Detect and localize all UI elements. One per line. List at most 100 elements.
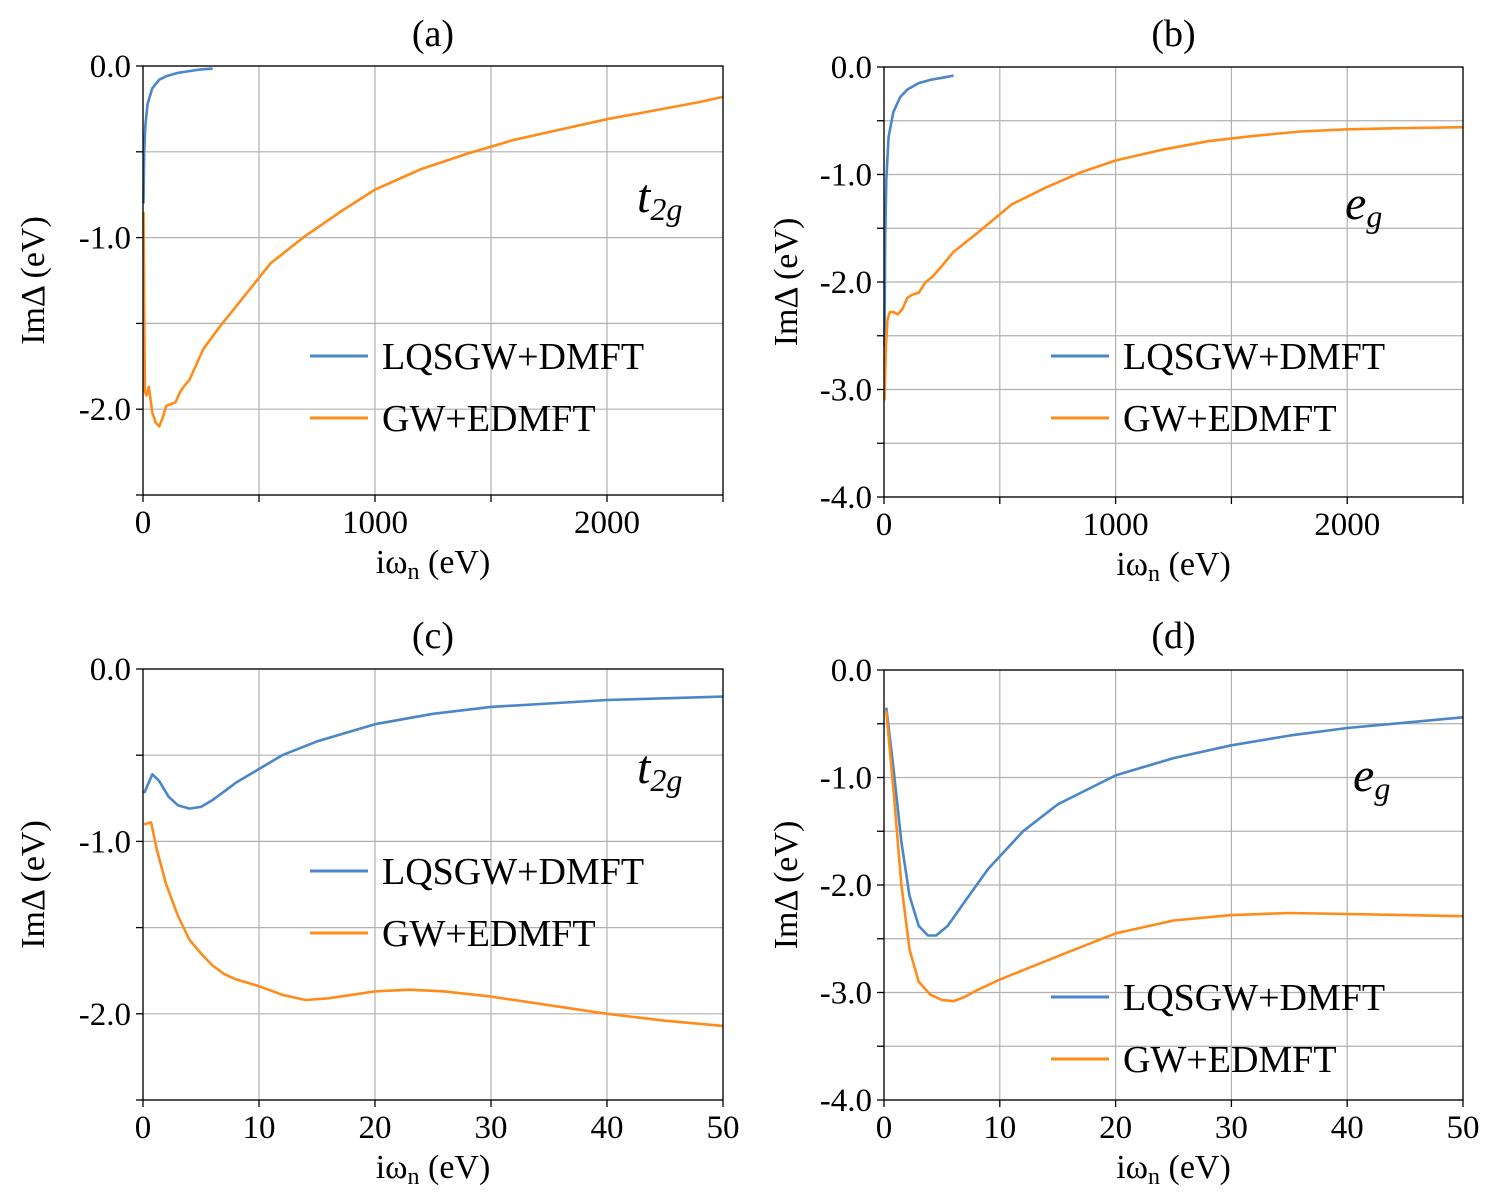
orbital-label: t2g: [637, 741, 682, 798]
x-tick-label: 20: [1099, 1110, 1132, 1146]
x-tick-label: 20: [359, 1110, 392, 1146]
orbital-label-subscript: g: [1374, 770, 1390, 806]
y-tick-label: -1.0: [79, 221, 131, 257]
y-axis-label: ImΔ (eV): [768, 821, 805, 950]
plot-area: [143, 695, 724, 1028]
orbital-label-base: e: [1345, 177, 1366, 230]
x-axis-label-subscript: n: [1148, 1164, 1160, 1190]
panel-title: (b): [1151, 13, 1195, 55]
orbital-label-subscript: 2g: [650, 191, 682, 227]
orbital-label-base: e: [1353, 749, 1374, 802]
series-line-gw-edmft: [885, 710, 1464, 1003]
y-tick-label: 0.0: [831, 653, 872, 689]
legend: LQSGW+DMFT GW+EDMFT: [1051, 336, 1385, 440]
series-line-lqsgw-dmft: [143, 695, 724, 810]
orbital-label: eg: [1345, 177, 1382, 234]
panel-d: 0 10 20 30 40 50 0.0 -1.0 -2.0 -3.0 -4.0 (d) iωn (eV…: [768, 615, 1480, 1190]
y-tick-label: -1.0: [820, 158, 872, 194]
plot-area: [883, 74, 1464, 401]
legend-label: GW+EDMFT: [1123, 398, 1337, 440]
panel-title: (d): [1151, 615, 1195, 657]
plot-area: [885, 707, 1464, 1003]
legend-label: GW+EDMFT: [1123, 1039, 1337, 1081]
x-axis-label: iωn (eV): [1116, 1149, 1231, 1190]
y-tick-label: -2.0: [79, 392, 131, 428]
panel-c: 0 10 20 30 40 50 0.0 -1.0 -2.0 (c) iωn (eV) ImΔ (eV…: [15, 615, 740, 1190]
x-axis-label-base: iω: [376, 1149, 408, 1186]
legend-label: LQSGW+DMFT: [382, 851, 644, 893]
x-axis-label: iωn (eV): [376, 544, 491, 585]
x-tick-label: 0: [135, 1110, 152, 1146]
y-tick-label: -2.0: [820, 868, 872, 904]
orbital-label-subscript: g: [1366, 198, 1382, 234]
x-tick-label: 1000: [1083, 507, 1149, 543]
y-tick-label: 0.0: [90, 652, 131, 688]
legend: LQSGW+DMFT GW+EDMFT: [310, 336, 644, 440]
x-tick-label: 0: [876, 1110, 893, 1146]
axes-frame: [142, 65, 724, 496]
series-line-lqsgw-dmft: [883, 74, 954, 347]
y-axis-label: ImΔ (eV): [768, 218, 805, 347]
x-tick-label: 50: [1447, 1110, 1480, 1146]
y-axis-label: ImΔ (eV): [15, 820, 52, 949]
y-tick-label: -2.0: [820, 265, 872, 301]
x-axis-label-base: iω: [1116, 1149, 1148, 1186]
y-tick-label: -4.0: [820, 1083, 872, 1119]
y-tick-label: -4.0: [820, 480, 872, 516]
orbital-label-base: t: [637, 741, 652, 794]
panel-b: 0 1000 2000 0.0 -1.0 -2.0 -3.0 -4.0 (b) iωn (eV) I…: [768, 13, 1464, 587]
legend-label: GW+EDMFT: [382, 398, 596, 440]
x-axis-label-subscript: n: [408, 1164, 420, 1190]
orbital-label-subscript: 2g: [650, 762, 682, 798]
y-tick-label: -3.0: [820, 976, 872, 1012]
y-axis-label: ImΔ (eV): [15, 216, 52, 345]
x-tick-label: 10: [243, 1110, 276, 1146]
x-tick-label: 10: [983, 1110, 1016, 1146]
x-axis-label-base: iω: [376, 544, 408, 581]
y-tick-label: -3.0: [820, 373, 872, 409]
y-tick-label: 0.0: [90, 49, 131, 85]
x-tick-label: 40: [1331, 1110, 1364, 1146]
panel-title: (c): [412, 615, 454, 657]
x-tick-label: 30: [1215, 1110, 1248, 1146]
x-axis-label: iωn (eV): [1116, 546, 1231, 587]
series-line-lqsgw-dmft: [142, 67, 213, 204]
legend-label: GW+EDMFT: [382, 913, 596, 955]
panel-title: (a): [412, 13, 454, 55]
legend-label: LQSGW+DMFT: [1123, 977, 1385, 1019]
x-tick-label: 2000: [574, 505, 640, 541]
x-tick-label: 50: [707, 1110, 740, 1146]
x-axis-label-subscript: n: [1148, 561, 1160, 587]
orbital-label: eg: [1353, 749, 1390, 806]
x-axis-label-base: iω: [1116, 546, 1148, 583]
series-line-lqsgw-dmft: [885, 707, 1464, 937]
panel-a: 0 1000 2000 0.0 -1.0 -2.0 (a) iωn (eV) ImΔ (eV) t…: [15, 13, 724, 585]
series-line-gw-edmft: [883, 125, 1464, 401]
y-tick-label: -1.0: [820, 761, 872, 797]
orbital-label: t2g: [637, 170, 682, 227]
y-tick-label: 0.0: [831, 50, 872, 86]
x-axis-label-subscript: n: [408, 559, 420, 585]
x-axis-label-unit: (eV): [420, 544, 491, 581]
x-tick-label: 0: [135, 505, 152, 541]
legend-label: LQSGW+DMFT: [1123, 336, 1385, 378]
x-axis-label-unit: (eV): [420, 1149, 491, 1186]
axes-frame: [883, 66, 1464, 498]
plot-area: [142, 67, 724, 428]
x-tick-label: 30: [475, 1110, 508, 1146]
orbital-label-base: t: [637, 170, 652, 223]
x-tick-label: 40: [591, 1110, 624, 1146]
x-axis-label-unit: (eV): [1160, 546, 1231, 583]
x-axis-label-unit: (eV): [1160, 1149, 1231, 1186]
axes-frame: [142, 668, 724, 1101]
y-tick-label: -2.0: [79, 997, 131, 1033]
x-axis-label: iωn (eV): [376, 1149, 491, 1190]
y-tick-label: -1.0: [79, 824, 131, 860]
axes-frame: [883, 669, 1464, 1101]
x-tick-label: 1000: [342, 505, 408, 541]
x-tick-label: 0: [876, 507, 893, 543]
legend: LQSGW+DMFT GW+EDMFT: [1051, 977, 1385, 1081]
legend: LQSGW+DMFT GW+EDMFT: [310, 851, 644, 955]
series-line-gw-edmft: [143, 821, 724, 1028]
